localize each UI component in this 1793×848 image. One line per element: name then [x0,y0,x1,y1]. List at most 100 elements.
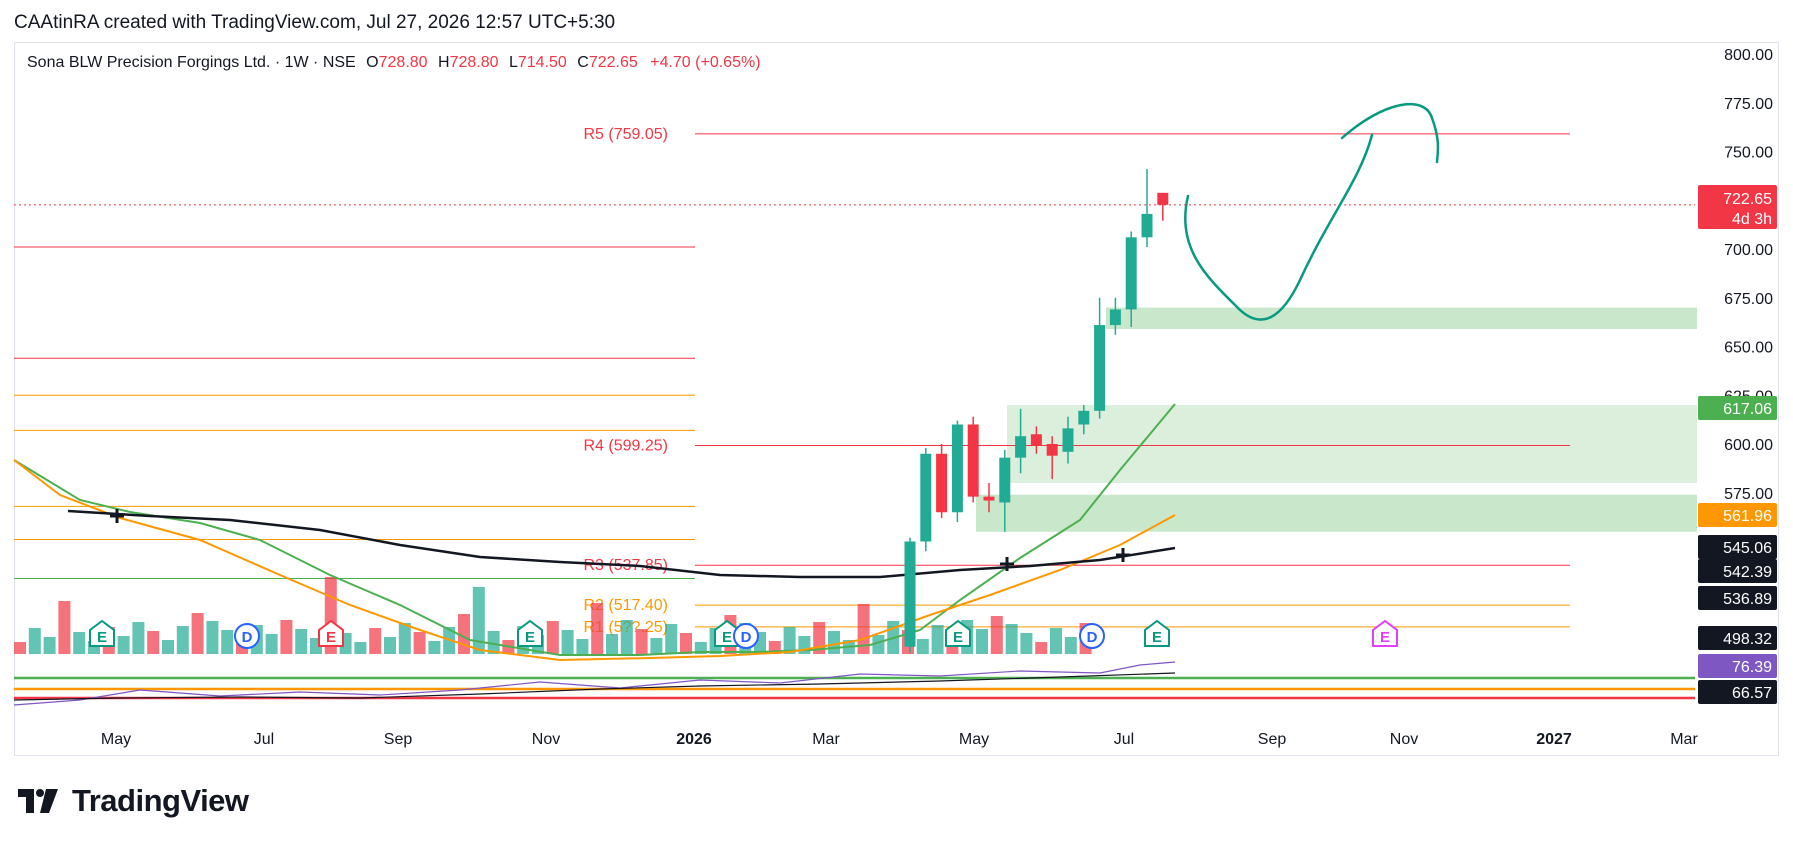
volume-bar-31 [472,587,485,654]
volume-bar-25 [384,637,396,654]
event-marker-label-9: E [1380,629,1390,646]
volume-bar-52 [783,627,796,654]
volume-bar-70 [1050,628,1062,654]
volume-bar-7 [117,636,130,654]
volume-bar-24 [369,628,382,654]
projection-drawing [1183,102,1440,321]
volume-bar-9 [147,631,160,654]
volume-bar-61 [916,639,929,654]
volume-bar-42 [635,629,648,654]
event-marker-label-0: E [97,629,107,646]
event-marker-label-3: E [525,629,535,646]
candle-body-6 [999,457,1011,503]
price-badge-value-4: 542.39 [1723,564,1772,581]
volume-bar-62 [931,625,944,654]
volume-bar-2 [43,637,56,654]
price-axis: 800.00775.00750.00725.00700.00675.00650.… [1724,47,1773,552]
candle-body-9 [1046,444,1058,456]
candle-body-7 [1015,436,1027,458]
earnings-marker-3 [517,619,543,647]
volume-bar-0 [14,642,26,654]
close-label: C [577,54,589,71]
earnings-marker-2 [318,619,344,647]
cross-marker-2 [1116,548,1130,562]
volume-bar-55 [828,631,840,654]
tradingview-brand[interactable]: TradingView [18,783,249,819]
price-badge-value-1: 617.06 [1723,401,1772,418]
zone-0 [1106,307,1697,329]
x-tick-5: Mar [812,731,840,748]
close-value: 722.65 [588,54,638,71]
pivot-label-0: R5 (759.05) [584,126,669,143]
y-tick-5: 675.00 [1724,291,1773,308]
dividend-marker-1 [234,623,260,649]
volume-bar-4 [73,632,86,654]
volume-bar-13 [206,621,219,654]
volume-bar-65 [976,629,988,654]
price-badge-value-0: 722.65 [1723,191,1772,208]
volume-bar-10 [162,640,174,654]
dividend-marker-5 [733,623,759,649]
supply-demand-zones [976,307,1697,532]
volume-bar-36 [546,621,559,654]
x-tick-0: May [101,731,131,748]
price-badge-3 [1698,535,1777,559]
symbol-label: Sona BLW Precision Forgings Ltd. · 1W · … [27,54,356,71]
candle-body-16 [1157,192,1169,205]
volume-bar-26 [398,623,411,654]
zone-1 [1007,405,1697,483]
x-tick-1: Jul [254,731,274,748]
earnings-marker-8 [1144,619,1170,647]
volume-bar-27 [413,632,426,654]
volume-bar-38 [576,639,589,654]
volume-bar-68 [1020,633,1033,654]
candle-body-14 [1125,237,1137,310]
volume-bar-18 [280,620,293,654]
volume-bar-12 [191,613,204,654]
indicator-pane [13,661,1695,706]
volume-bar-23 [354,642,367,654]
candle-body-8 [1030,434,1042,446]
volume-bar-39 [591,603,604,654]
price-badge-2 [1698,503,1777,527]
volume-bar-19 [295,629,308,654]
ema-orange-line [13,459,1176,662]
earnings-marker-6 [945,619,971,647]
volume-bar-69 [1035,642,1048,654]
time-axis: May Jul Sep Nov 2026 Mar May Jul Sep Nov 2027 Mar [101,731,1699,748]
x-tick-11: Mar [1670,731,1698,748]
event-marker-label-6: E [953,629,963,646]
x-tick-8: Sep [1258,731,1287,748]
x-tick-9: Nov [1390,731,1418,748]
volume-bar-17 [265,634,278,654]
volume-bar-44 [665,624,678,654]
price-badge-1 [1698,396,1777,420]
volume-bar-11 [176,626,189,654]
candle-body-13 [1109,309,1121,326]
candle-body-4 [967,424,979,497]
x-tick-3: Nov [532,731,560,748]
open-label: O [366,54,379,71]
price-badge-value-7: 76.39 [1732,659,1772,676]
cross-marker-1 [1000,557,1014,571]
candle-body-2 [936,453,948,513]
dividend-marker-7 [1079,623,1105,649]
candle-body-11 [1078,410,1090,425]
price-badge-0 [1698,185,1777,229]
low-value: 714.50 [517,54,567,71]
ohlc-legend: Sona BLW Precision Forgings Ltd. · 1W · … [27,54,761,72]
price-badge-4 [1698,559,1777,583]
y-tick-9: 575.00 [1724,486,1773,503]
volume-bar-71 [1064,637,1077,654]
event-marker-label-2: E [326,629,336,646]
rsi-signal-line [13,672,1176,701]
moving-averages [13,403,1176,662]
price-badge-5 [1698,586,1777,610]
candle-body-1 [920,453,932,542]
chart-frame[interactable] [14,42,1779,756]
volume-bar-37 [561,630,574,654]
price-badge-value-8: 66.57 [1732,685,1772,702]
volume-bar-57 [857,604,870,654]
candle-body-15 [1141,213,1153,238]
